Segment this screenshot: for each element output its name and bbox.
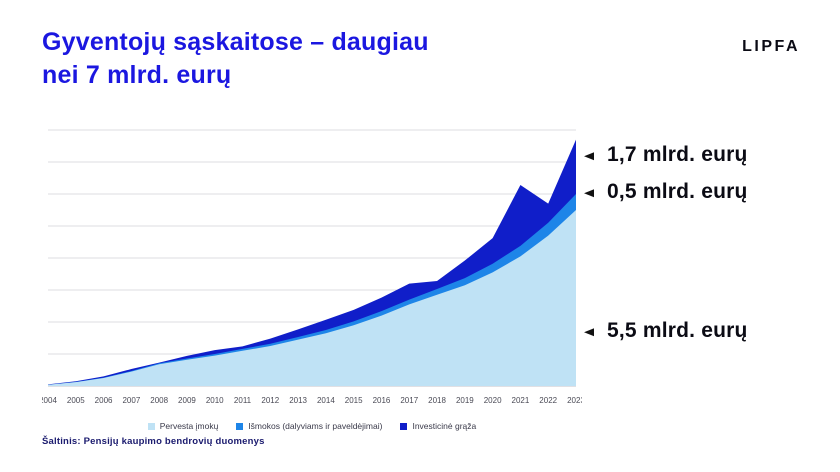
legend-item-payouts: Išmokos (dalyviams ir paveldėjimai) bbox=[236, 421, 382, 431]
x-axis-label: 2015 bbox=[345, 396, 363, 405]
x-axis-label: 2005 bbox=[67, 396, 85, 405]
chart-svg: 2004 2005 2006 2007 2008 2009 2010 2011 2012 2013… bbox=[42, 129, 582, 405]
x-axis-label: 2004 bbox=[42, 396, 57, 405]
x-axis-label: 2006 bbox=[95, 396, 113, 405]
legend-item-contributions: Pervesta įmokų bbox=[147, 421, 219, 431]
page-title-line-1: Gyventojų sąskaitose – daugiau bbox=[42, 28, 429, 56]
x-axis-label: 2018 bbox=[428, 396, 446, 405]
arrow-left-icon: ◀ bbox=[584, 149, 594, 161]
annotation-contributions: ◀ 5,5 mlrd. eurų bbox=[584, 316, 748, 346]
legend-label: Išmokos (dalyviams ir paveldėjimai) bbox=[248, 421, 383, 431]
source-text: Šaltinis: Pensijų kaupimo bendrovių duom… bbox=[42, 436, 265, 447]
page-title-line-2: nei 7 mlrd. eurų bbox=[42, 61, 232, 89]
area-series-0 bbox=[48, 210, 576, 386]
x-axis-label: 2010 bbox=[206, 396, 224, 405]
annotation-label: 5,5 mlrd. eurų bbox=[607, 319, 748, 342]
annotation-label: 1,7 mlrd. eurų bbox=[607, 143, 748, 166]
x-axis-label: 2023 bbox=[567, 396, 582, 405]
x-axis-label: 2019 bbox=[456, 396, 474, 405]
legend-swatch-mid-blue bbox=[236, 422, 244, 430]
x-axis-label: 2008 bbox=[150, 396, 168, 405]
x-axis-label: 2022 bbox=[539, 396, 557, 405]
x-axis-label: 2016 bbox=[373, 396, 391, 405]
x-axis-label: 2021 bbox=[512, 396, 530, 405]
x-axis-label: 2014 bbox=[317, 396, 335, 405]
stacked-area-chart: 2004 2005 2006 2007 2008 2009 2010 2011 2012 2013… bbox=[42, 124, 582, 416]
x-axis-label: 2007 bbox=[122, 396, 140, 405]
legend-label: Pervesta įmokų bbox=[159, 421, 219, 431]
x-axis-label: 2012 bbox=[261, 396, 279, 405]
x-axis-label: 2009 bbox=[178, 396, 196, 405]
chart-legend: Pervesta įmokų Išmokos (dalyviams ir pav… bbox=[42, 421, 582, 431]
legend-item-investment-return: Investicinė grąža bbox=[400, 421, 476, 431]
legend-swatch-light-blue bbox=[147, 422, 155, 430]
legend-label: Investicinė grąža bbox=[412, 421, 477, 431]
x-axis-label: 2017 bbox=[400, 396, 418, 405]
annotation-investment-return: ◀ 1,7 mlrd. eurų bbox=[584, 140, 748, 170]
annotation-label: 0,5 mlrd. eurų bbox=[607, 180, 748, 203]
arrow-left-icon: ◀ bbox=[584, 186, 594, 198]
x-axis-label: 2013 bbox=[289, 396, 307, 405]
lipfa-logo: LIPFA bbox=[742, 38, 800, 55]
annotation-payouts: ◀ 0,5 mlrd. eurų bbox=[584, 177, 748, 207]
legend-swatch-dark-blue bbox=[400, 422, 408, 430]
arrow-left-icon: ◀ bbox=[584, 325, 594, 337]
x-axis-label: 2011 bbox=[234, 396, 252, 405]
x-axis-label: 2020 bbox=[484, 396, 502, 405]
page-title: Gyventojų sąskaitose – daugiau nei 7 mlr… bbox=[42, 26, 429, 92]
